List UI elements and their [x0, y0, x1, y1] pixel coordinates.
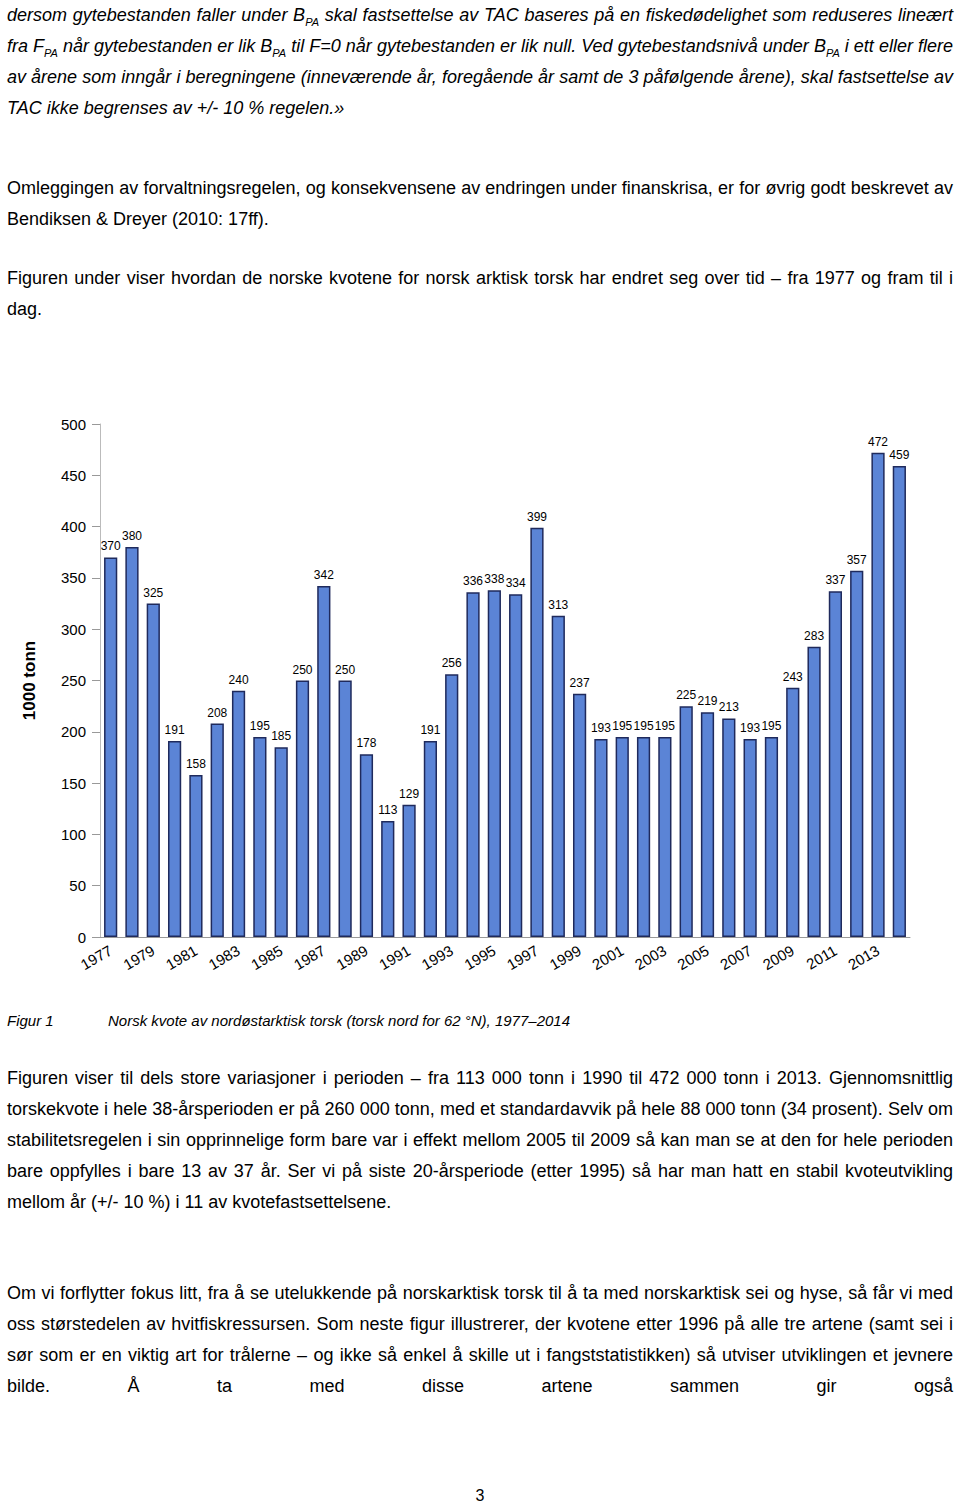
- html-text:Figur 1: Figur 1: [7, 1012, 54, 1029]
- svg-text:1999: 1999: [546, 942, 583, 973]
- html-text:3: 3: [475, 1487, 485, 1504]
- svg-text:2003: 2003: [632, 942, 669, 973]
- svg-text:336: 336: [463, 574, 483, 588]
- svg-text:178: 178: [356, 736, 376, 750]
- html-text:dersom gytebestanden faller un: dersom gytebestanden faller under BPAska…: [7, 5, 953, 118]
- svg-text:200: 200: [61, 723, 86, 740]
- svg-text:450: 450: [61, 467, 86, 484]
- html-text:Figuren viser til dels store v: Figuren viser til dels store variasjoner…: [7, 1068, 953, 1212]
- svg-text:2013: 2013: [845, 942, 882, 973]
- svg-text:0: 0: [78, 929, 86, 946]
- svg-text:2001: 2001: [589, 942, 626, 973]
- svg-text:350: 350: [61, 569, 86, 586]
- svg-text:325: 325: [143, 586, 163, 600]
- svg-text:240: 240: [229, 673, 249, 687]
- svg-text:1991: 1991: [376, 942, 413, 973]
- svg-text:208: 208: [207, 706, 227, 720]
- svg-text:380: 380: [122, 529, 142, 543]
- svg-text:1997: 1997: [504, 942, 541, 973]
- svg-text:2011: 2011: [803, 942, 839, 973]
- svg-text:338: 338: [484, 572, 504, 586]
- svg-text:1985: 1985: [248, 942, 285, 973]
- svg-text:1983: 1983: [205, 942, 242, 973]
- svg-text:1989: 1989: [333, 942, 370, 973]
- svg-text:225: 225: [676, 688, 696, 702]
- svg-text:193: 193: [740, 721, 760, 735]
- svg-text:459: 459: [889, 448, 909, 462]
- svg-text:195: 195: [655, 719, 675, 733]
- svg-text:150: 150: [61, 775, 86, 792]
- html-text:Om vi forflytter fokus litt, f: Om vi forflytter fokus litt, fra å se ut…: [7, 1283, 953, 1396]
- svg-text:283: 283: [804, 629, 824, 643]
- svg-text:250: 250: [61, 672, 86, 689]
- svg-text:191: 191: [420, 723, 440, 737]
- svg-text:399: 399: [527, 510, 547, 524]
- svg-text:1977: 1977: [78, 942, 115, 973]
- svg-text:100: 100: [61, 826, 86, 843]
- svg-text:185: 185: [271, 729, 291, 743]
- svg-text:1979: 1979: [120, 942, 157, 973]
- svg-text:256: 256: [442, 656, 462, 670]
- svg-text:334: 334: [506, 576, 526, 590]
- svg-text:113: 113: [378, 803, 397, 817]
- svg-text:337: 337: [825, 573, 845, 587]
- svg-text:370: 370: [101, 539, 121, 553]
- svg-text:1987: 1987: [291, 942, 328, 973]
- svg-text:250: 250: [335, 663, 355, 677]
- svg-text:237: 237: [570, 676, 590, 690]
- svg-text:250: 250: [292, 663, 312, 677]
- svg-text:219: 219: [697, 694, 717, 708]
- html-text:Figuren under viser hvordan de: Figuren under viser hvordan de norske kv…: [7, 268, 953, 319]
- svg-text:1000 tonn: 1000 tonn: [20, 641, 39, 720]
- svg-text:300: 300: [61, 621, 86, 638]
- svg-text:193: 193: [591, 721, 611, 735]
- svg-text:313: 313: [548, 598, 568, 612]
- svg-text:195: 195: [250, 719, 270, 733]
- svg-text:129: 129: [399, 787, 419, 801]
- svg-text:195: 195: [612, 719, 632, 733]
- svg-text:2007: 2007: [717, 942, 754, 973]
- svg-text:2005: 2005: [674, 942, 711, 973]
- svg-text:158: 158: [186, 757, 206, 771]
- svg-text:2009: 2009: [760, 942, 797, 973]
- svg-text:342: 342: [314, 568, 334, 582]
- svg-text:472: 472: [868, 435, 888, 449]
- svg-text:1993: 1993: [419, 942, 456, 973]
- svg-text:357: 357: [847, 553, 867, 567]
- svg-text:1981: 1981: [163, 942, 200, 973]
- svg-text:50: 50: [69, 877, 86, 894]
- html-text:Norsk kvote av nordøstarktisk: Norsk kvote av nordøstarktisk torsk (tor…: [108, 1012, 570, 1029]
- svg-text:243: 243: [783, 670, 803, 684]
- svg-text:213: 213: [719, 700, 739, 714]
- svg-text:400: 400: [61, 518, 86, 535]
- svg-text:500: 500: [61, 416, 86, 433]
- svg-text:195: 195: [634, 719, 654, 733]
- svg-text:195: 195: [761, 719, 781, 733]
- html-text:Omleggingen av forvaltningsreg: Omleggingen av forvaltningsregelen, og k…: [7, 178, 953, 229]
- svg-text:191: 191: [165, 723, 185, 737]
- svg-text:1995: 1995: [461, 942, 498, 973]
